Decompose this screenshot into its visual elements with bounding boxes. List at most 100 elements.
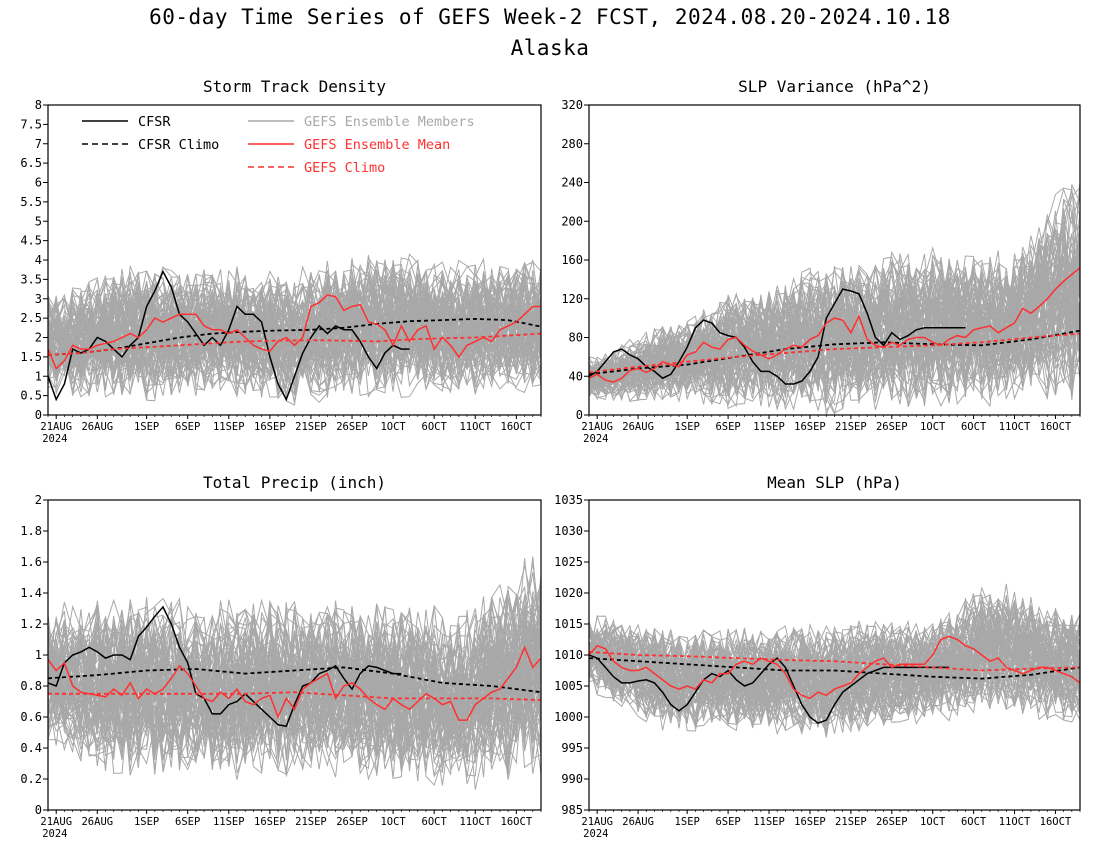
ensemble-member-line [589,618,1080,699]
legend-ens-members-label: GEFS Ensemble Members [304,114,475,130]
legend-gefs-climo-label: GEFS Climo [304,160,385,176]
ensemble-member-line [48,629,541,762]
ensemble-member-line [48,293,541,378]
y-tick-label: 990 [561,772,583,786]
x-tick-label: 11SEP [753,421,785,433]
panel-title: Total Precip (inch) [203,473,386,492]
y-tick-label: 1005 [554,679,583,693]
y-tick-label: 40 [569,369,583,383]
x-tick-label: 16SEP [794,421,826,433]
series-line-gefs-ensemble-mean [48,294,541,370]
y-tick-label: 2 [35,331,42,345]
y-tick-label: 80 [569,331,583,345]
ensemble-member-line [589,640,1080,732]
x-tick-label: 21AUG [581,816,613,828]
x-tick-label: 16OCT [501,816,533,828]
y-tick-label: 2.5 [20,311,42,325]
x-tick-label: 1SEP [134,816,159,828]
ensemble-member-line [48,591,541,734]
y-tick-label: 6 [35,176,42,190]
ensemble-member-line [48,593,541,748]
y-tick-label: 0.2 [20,772,42,786]
y-tick-label: 995 [561,741,583,755]
ensemble-member-line [48,626,541,761]
y-tick-label: 1.6 [20,555,42,569]
plot-area [589,583,1080,738]
y-tick-label: 0.6 [20,710,42,724]
chart-panel-3: Total Precip (inch) 0 0.2 0.4 0.6 0.8 1 1.2 1.4 1… [20,473,542,840]
ensemble-member-line [589,184,1080,381]
ensemble-member-line [48,307,541,398]
ensemble-member-line [48,611,541,731]
figure-title: 60-day Time Series of GEFS Week-2 FCST, … [149,5,951,29]
ensemble-member-line [48,602,541,736]
plot-area [589,181,1080,415]
y-tick-label: 0.4 [20,741,42,755]
y-tick-label: 1000 [554,710,583,724]
ensemble-member-line [48,634,541,761]
series-line-cfsr [589,654,950,725]
y-tick-label: 5 [35,214,42,228]
ensemble-member-line [589,617,1080,704]
series-line-cfsr [48,605,402,728]
x-tick-label: 21SEP [295,816,327,828]
ensemble-member-line [589,601,1080,701]
x-tick-label: 1SEP [675,816,700,828]
y-tick-label: 280 [561,137,583,151]
x-tick-label: 26SEP [876,421,908,433]
ensemble-member-line [48,619,541,747]
legend-cfsr-climo-label: CFSR Climo [138,137,219,153]
ensemble-member-line [48,261,541,353]
x-tick-label: 1OCT [380,816,406,828]
ensemble-member-line [48,635,541,775]
legend-ens-mean-label: GEFS Ensemble Mean [304,137,450,153]
series-line-gefs-ensemble-mean [589,635,1080,700]
x-tick-label: 6OCT [961,421,987,433]
panel-title: Storm Track Density [203,77,386,96]
x-tick-label: 16SEP [254,421,286,433]
x-tick-label: 16SEP [794,816,826,828]
x-tick-label: 21AUG [40,816,72,828]
ensemble-member-line [48,259,541,360]
x-tick-label: 1OCT [380,421,406,433]
series-line-gefs-ensemble-mean [589,267,1080,383]
y-tick-label: 0 [576,408,583,422]
y-tick-label: 1 [35,369,42,383]
x-tick-label: 16SEP [254,816,286,828]
x-tick-label: 26SEP [876,816,908,828]
x-tick-label: 1OCT [920,816,946,828]
x-tick-label: 26SEP [336,816,368,828]
x-tick-label: 1SEP [134,421,159,433]
ensemble-member-line [48,578,541,739]
y-tick-label: 4.5 [20,234,42,248]
ensemble-member-line [589,274,1080,397]
y-tick-label: 160 [561,253,583,267]
ensemble-member-line [48,295,541,389]
y-tick-label: 0.5 [20,389,42,403]
y-tick-label: 200 [561,214,583,228]
panel-title: Mean SLP (hPa) [767,473,902,492]
y-tick-label: 7.5 [20,117,42,131]
series-line-cfsr-climo [589,657,1080,680]
ensemble-member-line [589,583,1080,693]
ensemble-member-line [48,283,541,366]
x-year-label: 2024 [42,828,67,840]
x-year-label: 2024 [42,433,67,445]
x-tick-label: 21SEP [295,421,327,433]
y-tick-label: 0 [35,803,42,817]
x-tick-label: 6OCT [422,816,448,828]
ensemble-member-line [48,622,541,751]
y-tick-label: 1.8 [20,524,42,538]
ensemble-member-line [589,642,1080,721]
y-tick-label: 320 [561,98,583,112]
x-tick-label: 16OCT [1040,816,1072,828]
ensemble-member-line [589,600,1080,691]
y-tick-label: 0.8 [20,679,42,693]
x-tick-label: 11SEP [213,816,245,828]
chart-panel-4: Mean SLP (hPa) 985 990 995 1000 1005 1010 1015 1… [554,473,1081,840]
x-tick-label: 26AUG [81,816,113,828]
ensemble-member-line [589,236,1080,392]
y-tick-label: 1020 [554,586,583,600]
series-line-gefs-ensemble-mean [48,645,541,721]
